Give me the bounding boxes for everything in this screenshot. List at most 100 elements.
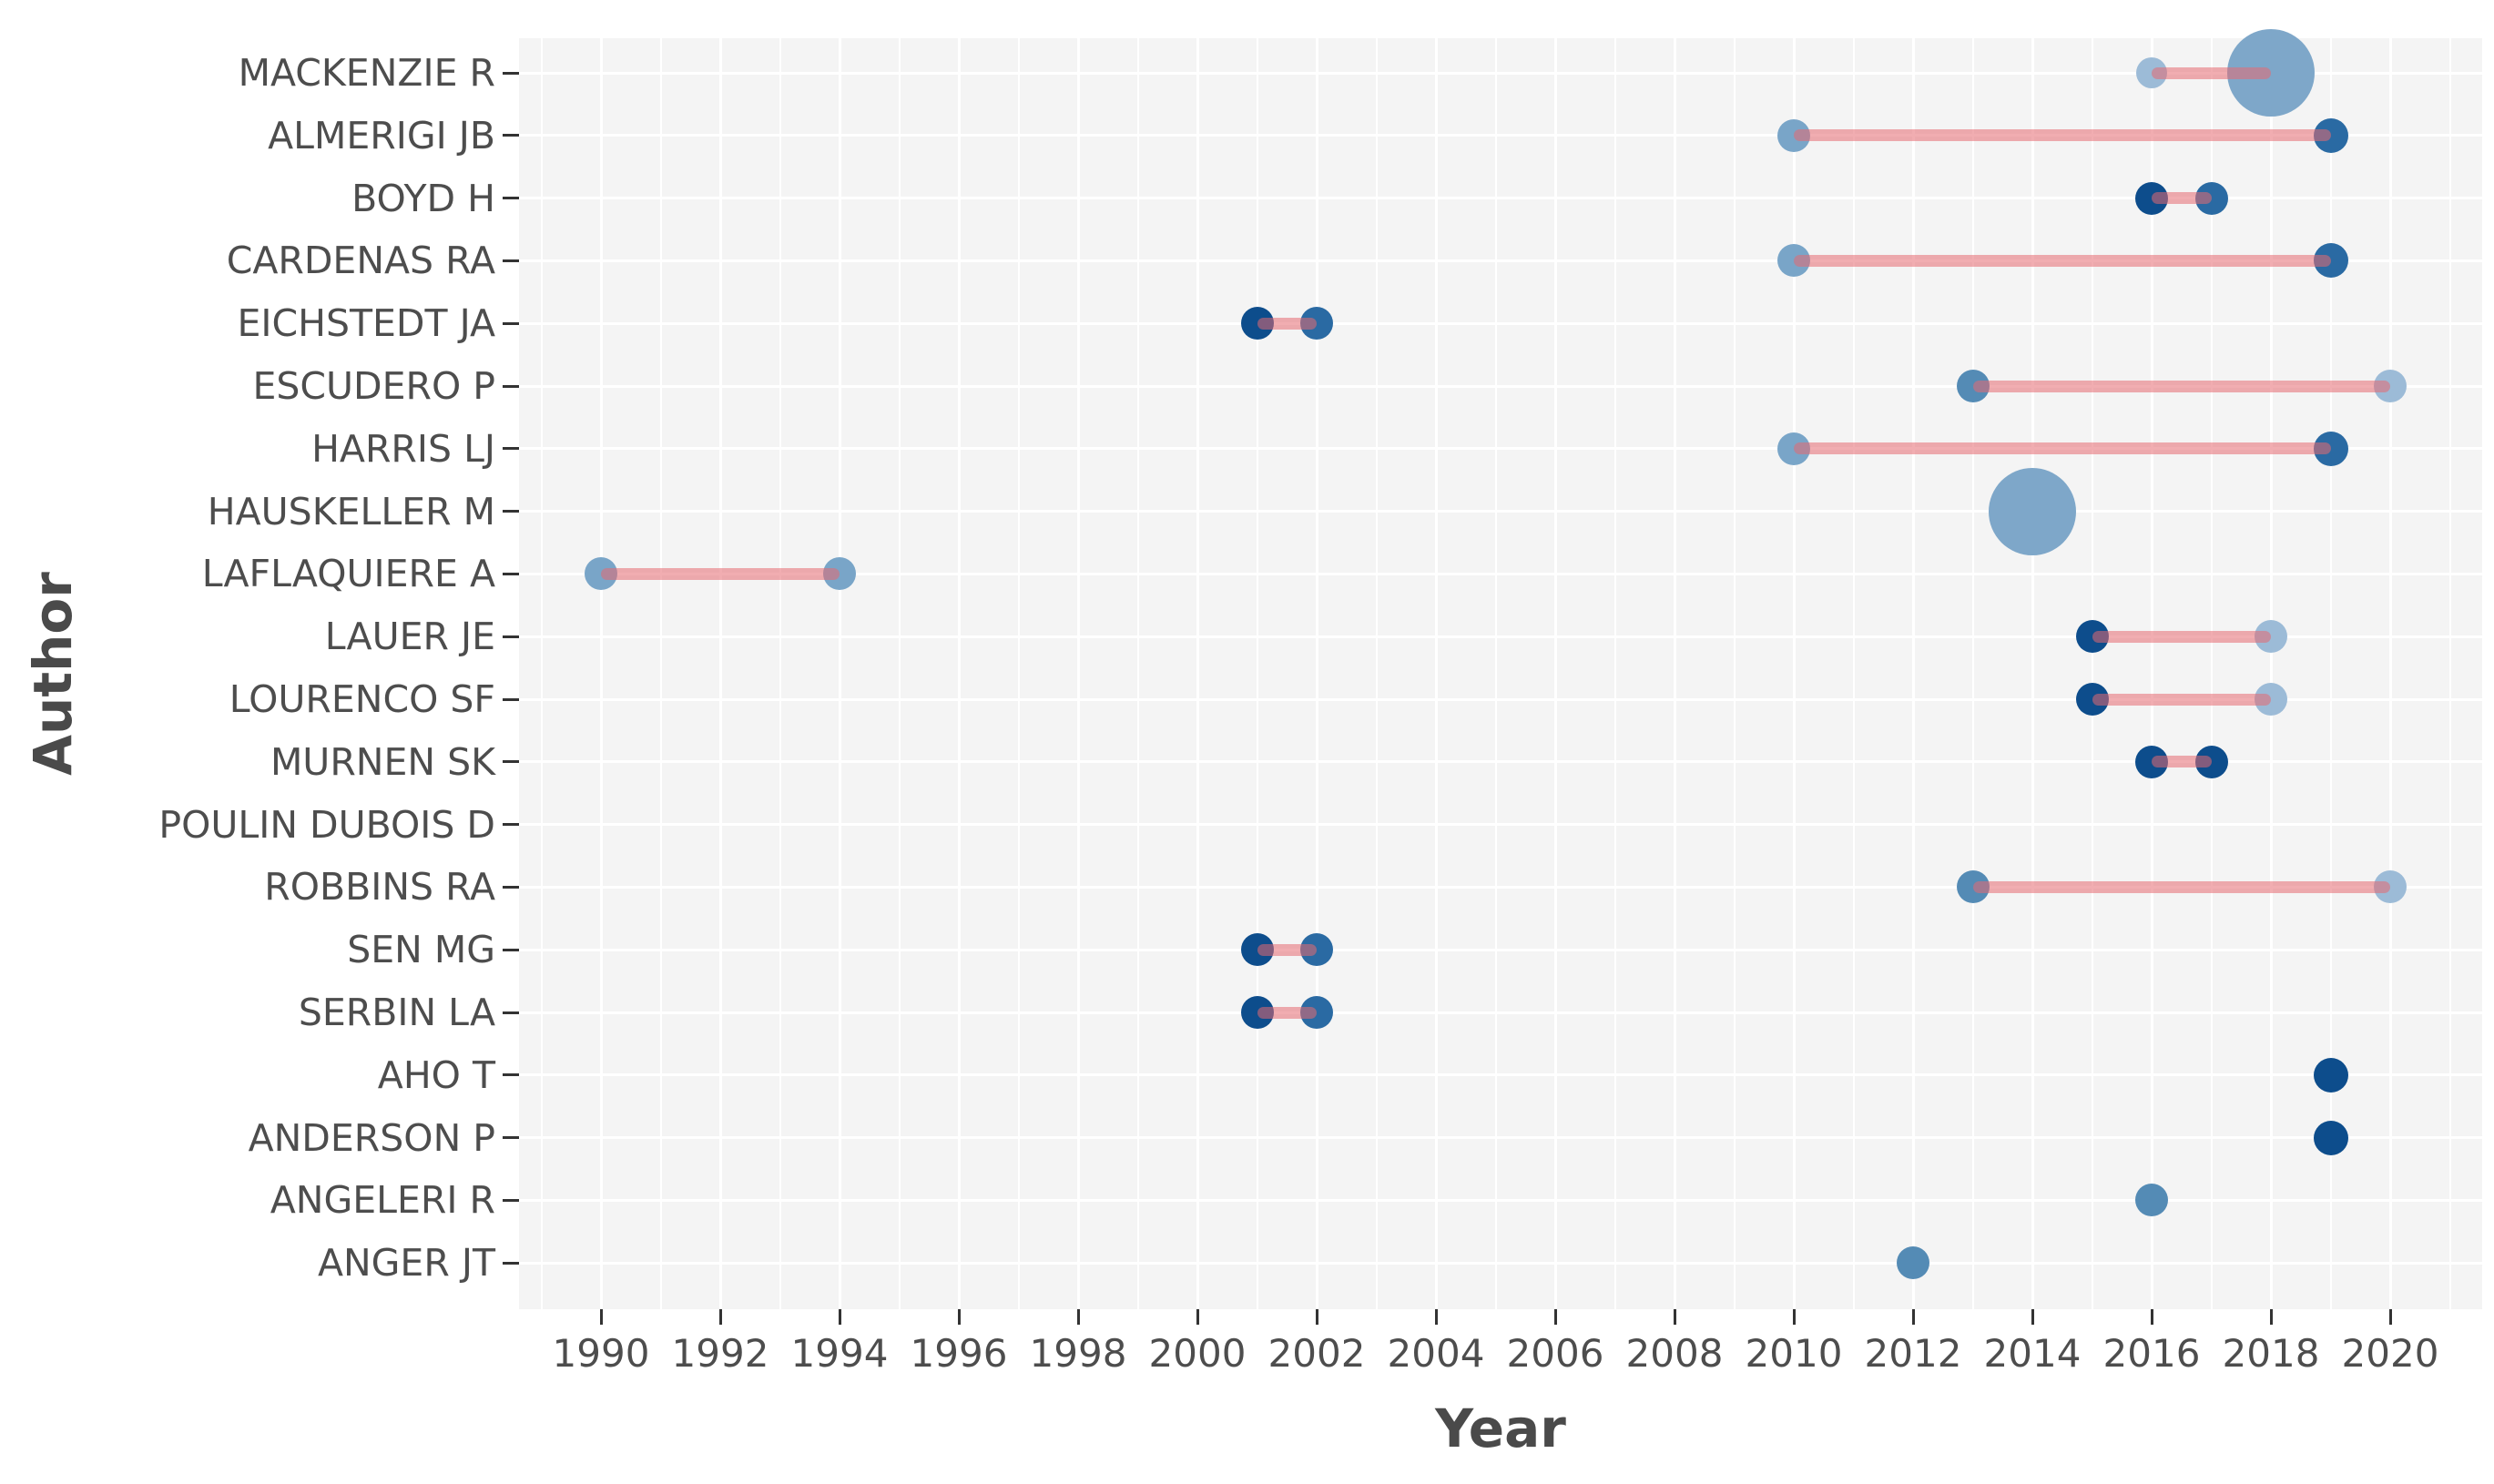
- timeline-connector: [2092, 693, 2271, 706]
- row-gridline: [519, 1261, 2482, 1265]
- major-gridline: [1911, 38, 1915, 1309]
- timeline-connector: [1972, 880, 2390, 893]
- x-axis-tick: [718, 1309, 722, 1325]
- row-gridline: [519, 1136, 2482, 1140]
- y-axis-tick: [503, 134, 519, 137]
- minor-gridline: [779, 38, 781, 1309]
- minor-gridline: [1494, 38, 1497, 1309]
- x-tick-label: 2016: [2102, 1331, 2201, 1376]
- minor-gridline: [2329, 38, 2332, 1309]
- major-gridline: [599, 38, 603, 1309]
- y-axis-tick: [503, 635, 519, 638]
- data-point: [2313, 1057, 2348, 1093]
- y-axis-label: POULIN DUBOIS D: [158, 802, 495, 847]
- timeline-connector: [2152, 192, 2212, 205]
- y-axis-tick: [503, 71, 519, 75]
- y-axis-title: Author: [22, 572, 84, 776]
- timeline-connector: [1257, 943, 1317, 956]
- data-point: [2135, 1184, 2168, 1217]
- major-gridline: [1196, 38, 1199, 1309]
- timeline-connector: [2092, 630, 2271, 643]
- x-axis-tick: [1315, 1309, 1318, 1325]
- timeline-connector: [1257, 1006, 1317, 1019]
- x-tick-label: 2014: [1983, 1331, 2082, 1376]
- y-axis-tick: [503, 197, 519, 200]
- major-gridline: [2031, 38, 2034, 1309]
- row-gridline: [519, 760, 2482, 764]
- y-axis-label: ANDERSON P: [248, 1115, 495, 1160]
- timeline-connector: [1794, 254, 2331, 267]
- x-axis-tick: [957, 1309, 961, 1325]
- x-tick-label: 2018: [2222, 1331, 2320, 1376]
- major-gridline: [718, 38, 722, 1309]
- minor-gridline: [1971, 38, 1974, 1309]
- y-axis-tick: [503, 510, 519, 513]
- x-tick-label: 2002: [1267, 1331, 1366, 1376]
- y-axis-label: BOYD H: [351, 176, 495, 220]
- row-gridline: [519, 697, 2482, 701]
- x-axis-tick: [1434, 1309, 1438, 1325]
- row-gridline: [519, 447, 2482, 451]
- row-gridline: [519, 1073, 2482, 1077]
- x-axis-tick: [1673, 1309, 1676, 1325]
- timeline-connector: [2152, 66, 2271, 79]
- row-gridline: [519, 1198, 2482, 1202]
- x-tick-label: 2006: [1506, 1331, 1604, 1376]
- y-axis-label: LAUER JE: [324, 615, 495, 659]
- x-axis-tick: [1553, 1309, 1557, 1325]
- x-axis-tick: [2150, 1309, 2153, 1325]
- y-axis-tick: [503, 1136, 519, 1140]
- x-axis-tick: [2031, 1309, 2034, 1325]
- timeline-connector: [1794, 129, 2331, 142]
- data-point: [2313, 1120, 2348, 1155]
- minor-gridline: [540, 38, 543, 1309]
- row-gridline: [519, 823, 2482, 827]
- major-gridline: [1673, 38, 1676, 1309]
- row-gridline: [519, 635, 2482, 638]
- row-gridline: [519, 259, 2482, 262]
- y-axis-label: HAUSKELLER M: [207, 489, 495, 534]
- major-gridline: [838, 38, 841, 1309]
- y-axis-label: CARDENAS RA: [226, 239, 495, 283]
- y-axis-label: EICHSTEDT JA: [237, 301, 496, 346]
- minor-gridline: [659, 38, 662, 1309]
- major-gridline: [1315, 38, 1318, 1309]
- y-axis-tick: [503, 760, 519, 764]
- y-axis-label: ANGER JT: [317, 1241, 495, 1286]
- x-tick-label: 1990: [552, 1331, 650, 1376]
- minor-gridline: [1852, 38, 1855, 1309]
- major-gridline: [1434, 38, 1438, 1309]
- major-gridline: [2388, 38, 2392, 1309]
- y-axis-tick: [503, 1198, 519, 1202]
- x-axis-title: Year: [1435, 1398, 1566, 1459]
- x-tick-label: 2004: [1387, 1331, 1485, 1376]
- minor-gridline: [1733, 38, 1736, 1309]
- y-axis-label: LAFLAQUIERE A: [201, 552, 495, 596]
- timeline-connector: [1794, 442, 2331, 455]
- y-axis-label: AHO T: [377, 1052, 495, 1097]
- row-gridline: [519, 71, 2482, 75]
- x-tick-label: 2000: [1148, 1331, 1247, 1376]
- y-axis-label: SERBIN LA: [298, 991, 495, 1034]
- y-axis-tick: [503, 1261, 519, 1265]
- x-tick-label: 1996: [910, 1331, 1008, 1376]
- minor-gridline: [1136, 38, 1139, 1309]
- x-axis-tick: [599, 1309, 603, 1325]
- minor-gridline: [898, 38, 901, 1309]
- x-axis-tick: [2388, 1309, 2392, 1325]
- minor-gridline: [1613, 38, 1616, 1309]
- y-axis-tick: [503, 948, 519, 951]
- row-gridline: [519, 1011, 2482, 1014]
- y-axis-label: SEN MG: [347, 928, 495, 972]
- y-axis-label: ANGELERI R: [270, 1178, 495, 1223]
- minor-gridline: [2448, 38, 2451, 1309]
- y-axis-label: LOURENCO SF: [229, 677, 495, 721]
- y-axis-tick: [503, 447, 519, 451]
- row-gridline: [519, 321, 2482, 325]
- x-axis-tick: [2269, 1309, 2273, 1325]
- y-axis-tick: [503, 885, 519, 889]
- y-axis-label: HARRIS LJ: [311, 426, 495, 471]
- y-axis-tick: [503, 321, 519, 325]
